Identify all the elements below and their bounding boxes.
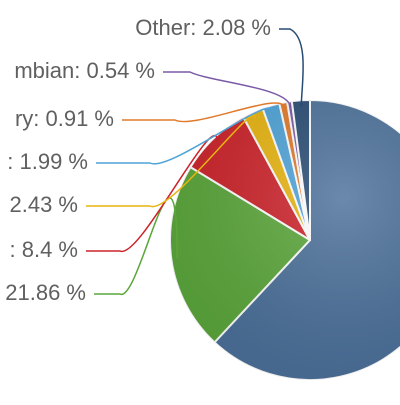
leader-line-5 bbox=[122, 102, 286, 123]
slice-label-7: Other: 2.08 % bbox=[135, 15, 271, 40]
leader-line-7 bbox=[279, 28, 304, 107]
leader-line-3 bbox=[86, 114, 256, 208]
slice-label-5: ry: 0.91 % bbox=[15, 106, 114, 131]
slice-label-4: : 1.99 % bbox=[7, 149, 88, 174]
leader-line-4 bbox=[96, 107, 274, 165]
slice-label-3: 2.43 % bbox=[10, 192, 79, 217]
slice-label-6: mbian: 0.54 % bbox=[14, 58, 155, 83]
slice-label-1: 21.86 % bbox=[5, 280, 86, 305]
leader-line-1 bbox=[94, 197, 178, 295]
leader-line-6 bbox=[163, 71, 292, 108]
slice-label-2: : 8.4 % bbox=[10, 237, 78, 262]
